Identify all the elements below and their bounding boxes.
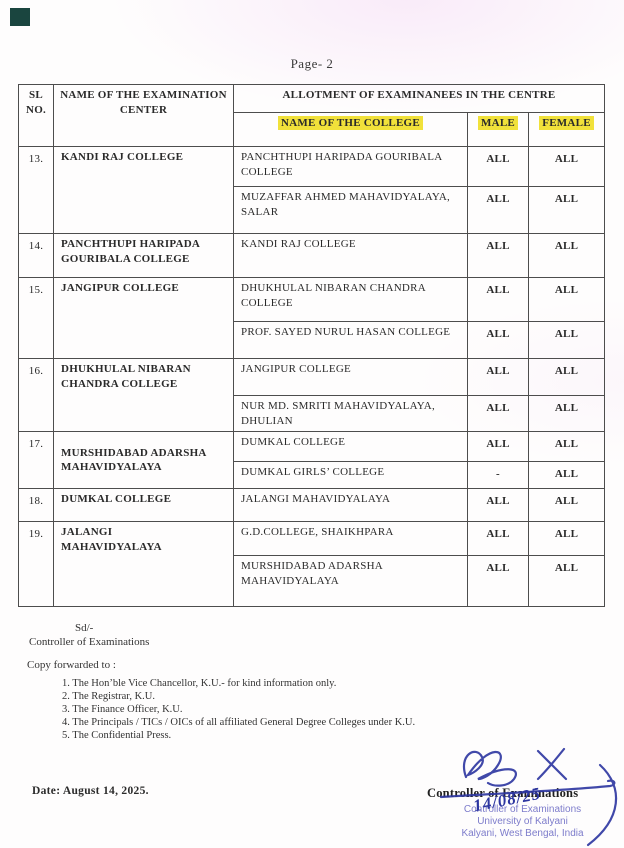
exam-center-cell: JANGIPUR COLLEGE [53, 277, 234, 359]
college-cell: G.D.COLLEGE, SHAIKHPARA [233, 521, 468, 557]
signature-x-mark [536, 747, 568, 781]
female-cell: ALL [527, 431, 606, 463]
sl-cell: 14. [18, 233, 54, 278]
sd-label: Sd/- [75, 622, 94, 634]
handwritten-signature: 14/08/25 [439, 747, 618, 847]
male-cell: ALL [467, 394, 529, 433]
male-cell: ALL [467, 186, 529, 234]
handwritten-date: 14/08/25 [472, 784, 543, 816]
table-row: NUR MD. SMRITI MAHAVIDYALAYA, DHULIAN AL… [19, 394, 606, 433]
college-cell: NUR MD. SMRITI MAHAVIDYALAYA, DHULIAN [233, 394, 468, 433]
male-cell: ALL [467, 321, 529, 359]
female-cell: ALL [527, 394, 606, 433]
table-row: MUZAFFAR AHMED MAHAVIDYALAYA, SALAR ALL … [19, 186, 606, 234]
table-row: 16. DHUKHULAL NIBARAN CHANDRA COLLEGE JA… [18, 357, 606, 433]
exam-center-cell: DUMKAL COLLEGE [53, 488, 234, 523]
sl-cell: 15. [18, 277, 54, 359]
header-sl-no: SL NO. [18, 84, 54, 147]
table-row: 15. JANGIPUR COLLEGE DHUKHULAL NIBARAN C… [18, 277, 606, 359]
highlighted-text: MALE [478, 116, 518, 130]
copy-forwarded-list: 1. The Hon’ble Vice Chancellor, K.U.- fo… [62, 677, 415, 742]
female-cell: ALL [527, 521, 606, 557]
sl-cell: 19. [18, 521, 54, 608]
highlighted-text: NAME OF THE COLLEGE [278, 116, 423, 130]
copy-forwarded-heading: Copy forwarded to : [27, 659, 116, 671]
female-cell: ALL [527, 186, 606, 234]
male-cell: ALL [467, 521, 529, 557]
list-item: 1. The Hon’ble Vice Chancellor, K.U.- fo… [62, 678, 337, 689]
table-row: 19. JALANGI MAHAVIDYALAYA G.D.COLLEGE, S… [18, 521, 606, 608]
table-row: 17. MURSHIDABAD ADARSHA MAHAVIDYALAYA DU… [18, 431, 606, 490]
college-cell: DHUKHULAL NIBARAN CHANDRA COLLEGE [233, 277, 468, 322]
female-cell: ALL [527, 358, 606, 396]
female-cell: ALL [527, 277, 606, 322]
male-cell: ALL [467, 431, 529, 463]
exam-center-cell: JALANGI MAHAVIDYALAYA [53, 521, 234, 608]
college-cell: MUZAFFAR AHMED MAHAVIDYALAYA, SALAR [233, 186, 468, 234]
list-item: 3. The Finance Officer, K.U. [62, 704, 183, 715]
header-college: NAME OF THE COLLEGE [233, 112, 468, 147]
college-cell: PROF. SAYED NURUL HASAN COLLEGE [233, 321, 468, 359]
stamp-line: Kalyani, West Bengal, India [461, 828, 584, 839]
college-cell: KANDI RAJ COLLEGE [233, 233, 468, 278]
controller-of-examinations-label: Controller of Examinations [29, 636, 150, 648]
male-cell: ALL [467, 358, 529, 396]
male-cell: - [467, 461, 529, 490]
college-cell: DUMKAL GIRLS’ COLLEGE [233, 461, 468, 490]
signature-scribble [463, 750, 517, 787]
male-cell: ALL [467, 555, 529, 608]
female-cell: ALL [527, 233, 606, 278]
sl-cell: 13. [18, 146, 54, 234]
female-cell: ALL [527, 461, 606, 490]
college-cell: PANCHTHUPI HARIPADA GOURIBALA COLLEGE [233, 146, 468, 187]
table-row: PROF. SAYED NURUL HASAN COLLEGE ALL ALL [19, 321, 606, 359]
table-row: DUMKAL GIRLS’ COLLEGE - ALL [19, 461, 606, 490]
list-item: 5. The Confidential Press. [62, 730, 172, 741]
male-cell: ALL [467, 277, 529, 322]
male-cell: ALL [467, 146, 529, 187]
scan-artifact-corner [10, 8, 30, 26]
table-row: 14. PANCHTHUPI HARIPADA GOURIBALA COLLEG… [18, 233, 606, 278]
allotment-table: SL NO. NAME OF THE EXAMINATION CENTER AL… [18, 84, 606, 608]
header-male: MALE [467, 112, 529, 147]
office-stamp: Controller of Examinations University of… [445, 804, 600, 840]
header-allotment: ALLOTMENT OF EXAMINANEES IN THE CENTRE [232, 84, 606, 113]
female-cell: ALL [527, 555, 606, 608]
header-exam-center: NAME OF THE EXAMINATION CENTER [53, 84, 234, 147]
exam-center-cell: PANCHTHUPI HARIPADA GOURIBALA COLLEGE [53, 233, 234, 278]
female-cell: ALL [527, 488, 606, 523]
signature-curve [586, 763, 618, 847]
male-cell: ALL [467, 488, 529, 523]
highlighted-text: FEMALE [539, 116, 594, 130]
header-female: FEMALE [527, 112, 606, 147]
table-row: 18. DUMKAL COLLEGE JALANGI MAHAVIDYALAYA… [18, 488, 606, 523]
exam-center-cell: KANDI RAJ COLLEGE [53, 146, 234, 234]
date-label: Date: August 14, 2025. [32, 785, 149, 797]
stamp-line: University of Kalyani [477, 816, 568, 827]
list-item: 4. The Principals / TICs / OICs of all a… [62, 717, 416, 728]
exam-center-cell: DHUKHULAL NIBARAN CHANDRA COLLEGE [53, 357, 234, 433]
female-cell: ALL [527, 146, 606, 187]
stamp-line: Controller of Examinations [463, 804, 582, 815]
female-cell: ALL [527, 321, 606, 359]
male-cell: ALL [467, 233, 529, 278]
page-number: Page- 2 [290, 56, 334, 71]
college-cell: JALANGI MAHAVIDYALAYA [233, 488, 468, 523]
college-cell: MURSHIDABAD ADARSHA MAHAVIDYALAYA [233, 555, 468, 608]
college-cell: DUMKAL COLLEGE [233, 431, 468, 463]
table-row: MURSHIDABAD ADARSHA MAHAVIDYALAYA ALL AL… [19, 555, 606, 608]
sl-cell: 17. [18, 431, 54, 490]
college-cell: JANGIPUR COLLEGE [233, 358, 468, 396]
list-item: 2. The Registrar, K.U. [62, 691, 155, 702]
sl-cell: 18. [18, 488, 54, 523]
sl-cell: 16. [18, 357, 54, 433]
table-row: 13. KANDI RAJ COLLEGE PANCHTHUPI HARIPAD… [18, 146, 606, 234]
exam-center-cell: MURSHIDABAD ADARSHA MAHAVIDYALAYA [53, 431, 234, 490]
